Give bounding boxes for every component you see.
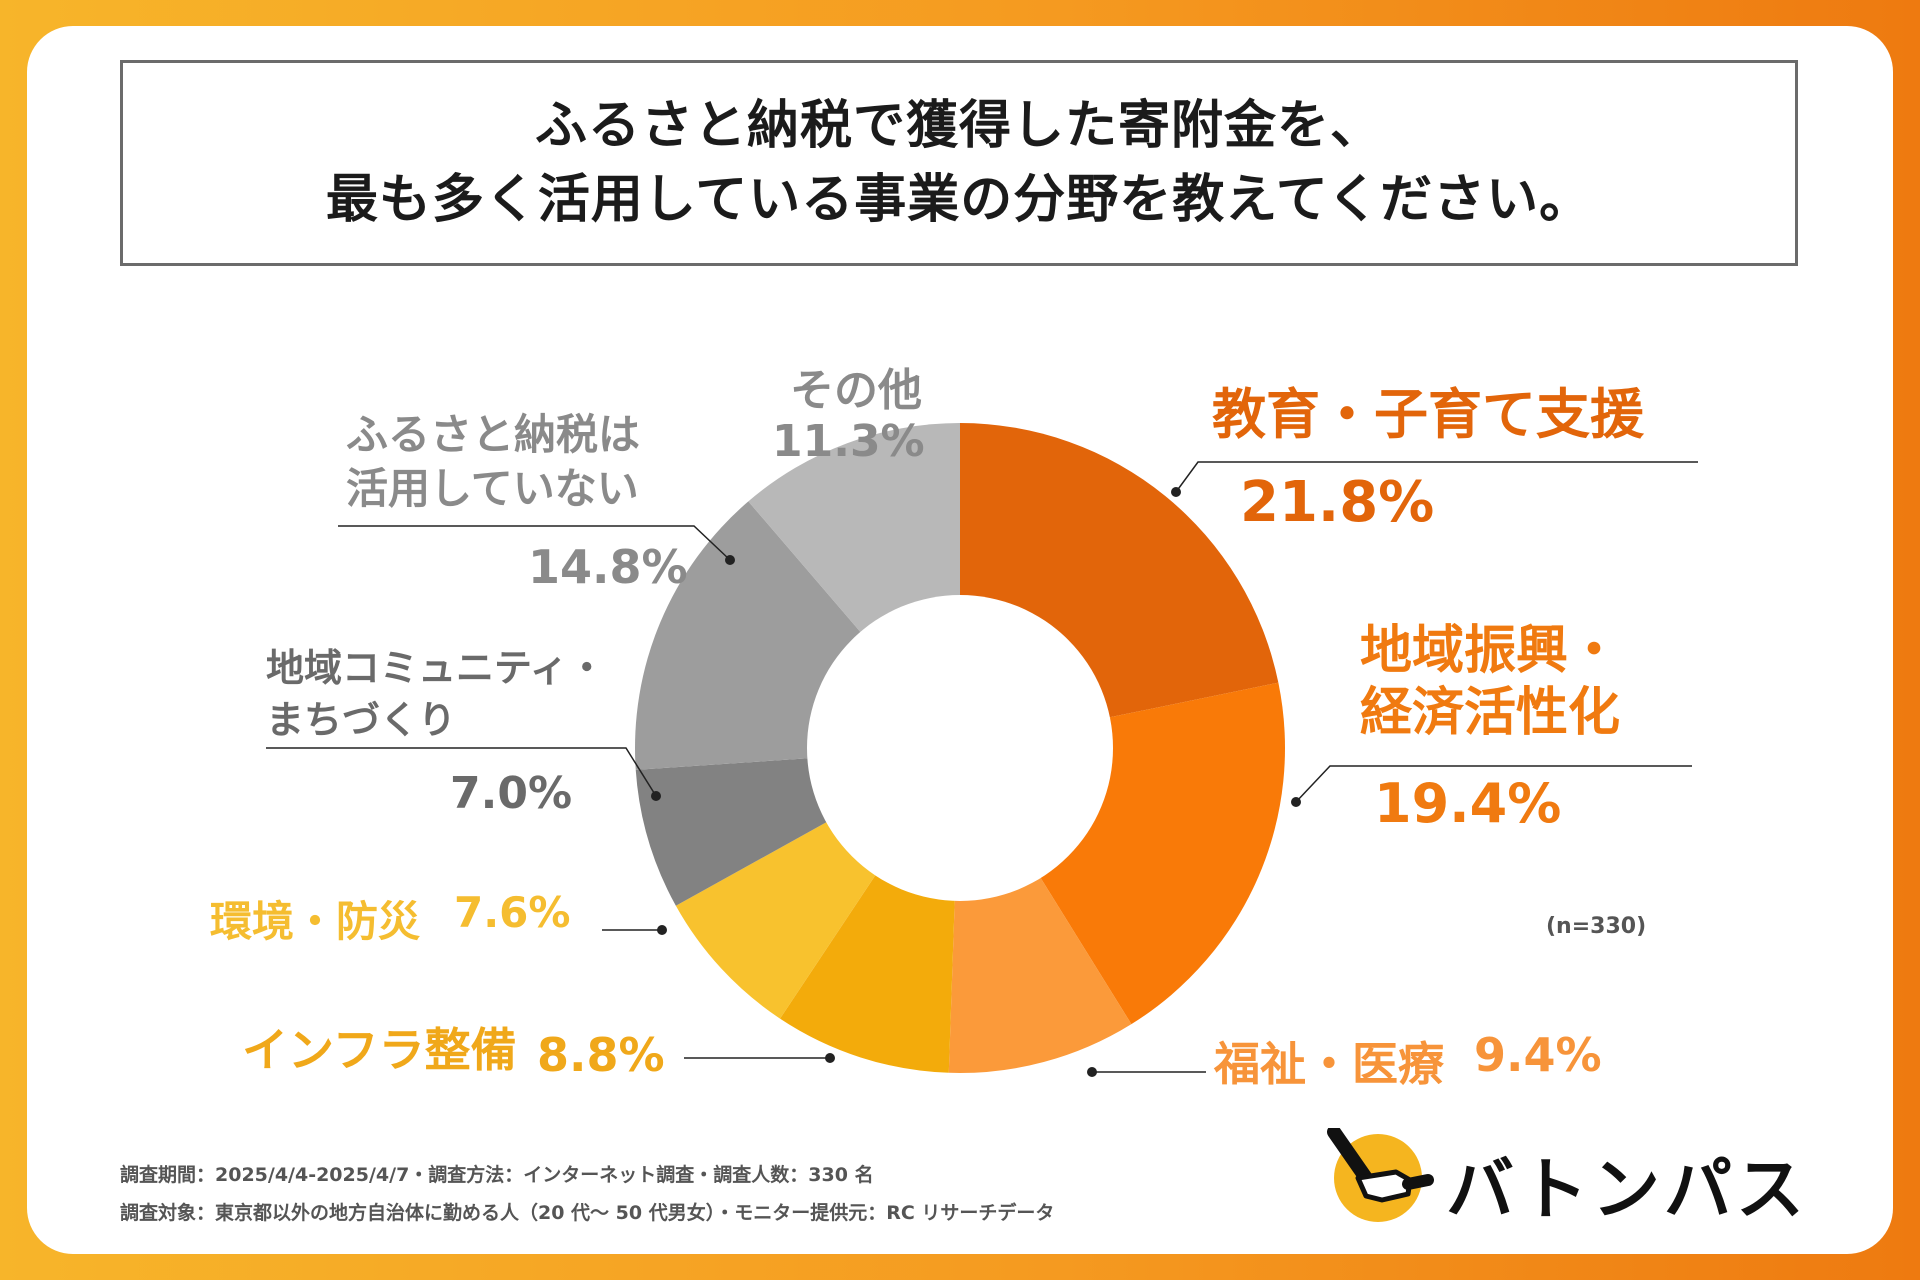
label-education-value: 21.8% xyxy=(1240,470,1435,535)
label-regional-name-2: 経済活性化 xyxy=(1360,683,1621,743)
logo-text: バトンパス xyxy=(1446,1151,1809,1230)
label-infra-name: インフラ整備 xyxy=(242,1023,517,1077)
label-welfare-name: 福祉・医療 xyxy=(1214,1037,1444,1091)
label-community-value: 7.0% xyxy=(450,768,573,819)
label-environment-value: 7.6% xyxy=(454,888,571,937)
baton-hand-logo-icon xyxy=(1327,1125,1434,1222)
donut-hole xyxy=(807,595,1113,901)
leader-dot-welfare xyxy=(1087,1067,1097,1077)
leader-dot-regional xyxy=(1291,797,1301,807)
leader-dot-unused xyxy=(725,555,735,565)
label-education-name: 教育・子育て支援 xyxy=(1212,383,1644,446)
label-other-value: 11.3% xyxy=(772,416,925,467)
label-community-name-1: 地域コミュニティ・ xyxy=(266,646,606,690)
label-community-name-2: まちづくり xyxy=(266,698,457,742)
title-line-1: ふるさと納税で獲得した寄附金を、 xyxy=(534,96,1383,156)
label-regional-name: 地域振興・ 経済活性化 xyxy=(1360,620,1620,744)
label-welfare-value: 9.4% xyxy=(1474,1028,1602,1082)
label-unused-value: 14.8% xyxy=(528,540,688,594)
leader-dot-environment xyxy=(657,925,667,935)
leader-line-regional xyxy=(1295,765,1692,803)
label-other-name: その他 xyxy=(790,365,922,416)
leader-dot-infra xyxy=(825,1053,835,1063)
title-box: ふるさと納税で獲得した寄附金を、 最も多く活用している事業の分野を教えてください… xyxy=(120,60,1798,266)
leader-dot-education xyxy=(1171,487,1181,497)
baton-pass-logo: バトンパス xyxy=(1322,1125,1812,1230)
leader-line-community xyxy=(266,747,657,797)
label-community-name: 地域コミュニティ・ まちづくり xyxy=(266,642,606,746)
label-unused-name-2: 活用していない xyxy=(346,464,639,513)
sample-size-note: (n=330) xyxy=(1546,914,1647,939)
label-regional-value: 19.4% xyxy=(1374,772,1562,835)
title-line-2: 最も多く活用している事業の分野を教えてください。 xyxy=(325,170,1593,230)
survey-period-note: 調査期間：2025/4/4-2025/4/7・調査方法：インターネット調査・調査… xyxy=(120,1164,874,1186)
label-unused-name: ふるさと納税は 活用していない xyxy=(346,408,640,516)
survey-target-note: 調査対象：東京都以外の地方自治体に勤める人（20 代～ 50 代男女）・モニター… xyxy=(120,1202,1055,1224)
label-regional-name-1: 地域振興・ xyxy=(1360,621,1621,681)
leader-line-unused xyxy=(338,525,731,561)
label-infra-value: 8.8% xyxy=(537,1028,665,1082)
label-unused-name-1: ふるさと納税は xyxy=(346,410,641,459)
leader-line-education xyxy=(1175,461,1698,493)
label-environment-name: 環境・防災 xyxy=(210,897,421,946)
leader-dot-community xyxy=(651,791,661,801)
